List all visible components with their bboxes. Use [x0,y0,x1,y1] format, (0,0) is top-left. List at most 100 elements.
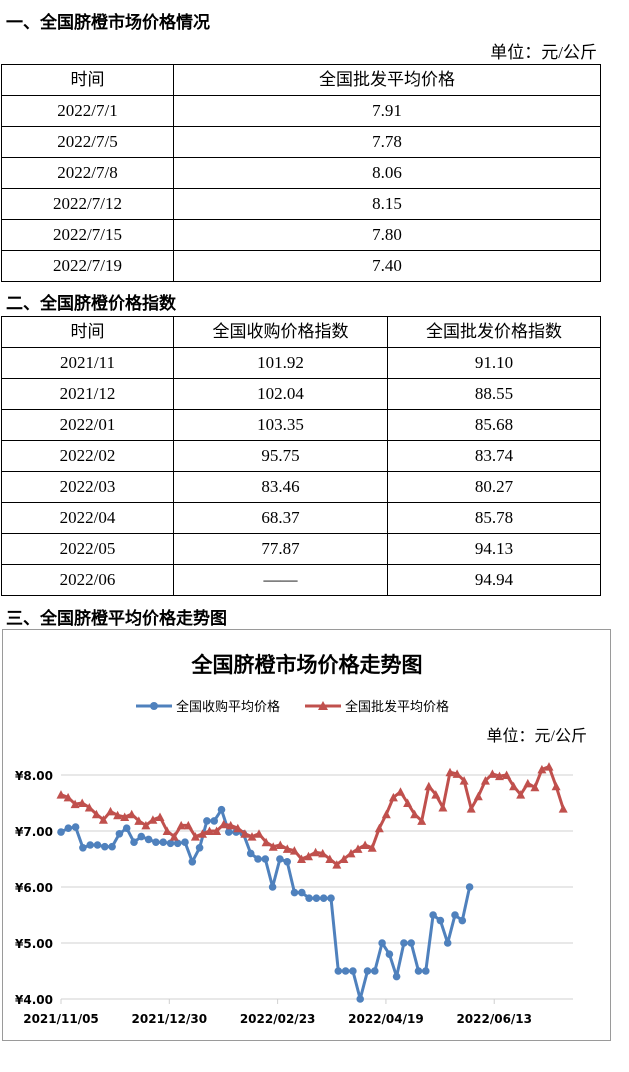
data-point [443,939,452,947]
data-point [495,771,504,781]
data-point [120,812,130,821]
index-table-cell: 94.13 [387,533,601,565]
data-point [71,823,80,831]
index-table-cell: —— [173,564,388,596]
y-tick-label: ¥5.00 [15,937,53,951]
price-table-cell: 2022/7/5 [1,126,174,158]
data-point [190,832,200,841]
data-point [341,967,350,975]
data-point [79,844,87,852]
price-table-cell: 8.06 [173,157,601,189]
data-point [166,839,175,848]
data-point [334,967,343,975]
chart-unit: 单位：元/公斤 [487,727,587,745]
data-point [148,815,158,824]
data-point [459,776,469,785]
data-point [162,826,172,835]
data-point [298,888,306,897]
series-line-buy [60,808,472,1001]
x-axis-labels: 2021/11/05 2021/12/30 2022/02/23 2022/04/19… [23,1012,532,1026]
index-table-cell: 95.75 [173,440,388,472]
index-table-cell: 91.10 [387,347,601,379]
data-point [240,829,250,838]
data-point [325,854,335,863]
data-point [57,828,65,836]
index-table-cell: 80.27 [387,471,601,503]
price-table-cell: 2022/7/15 [1,219,174,251]
data-point [283,858,292,866]
index-table-header-cell: 全国收购价格指数 [173,316,388,348]
data-point [268,842,278,851]
data-point [64,824,73,832]
data-point [122,824,131,832]
data-point [91,809,101,819]
table-row: 2022/03 83.46 80.27 [1,471,601,503]
data-point [268,883,277,891]
data-point [438,803,448,812]
data-point [84,803,94,812]
data-point [502,770,512,779]
price-table-cell: 2022/7/1 [1,95,174,127]
data-point [159,838,167,846]
x-tick-label: 2022/02/23 [240,1012,316,1026]
y-tick-label: ¥4.00 [15,993,53,1007]
y-axis-labels: ¥4.00 ¥5.00 ¥6.00 ¥7.00 ¥8.00 [15,769,53,1007]
data-point [219,819,229,829]
index-table-header-row: 时间 全国收购价格指数 全国批发价格指数 [1,316,601,348]
section3-title: 三、全国脐橙平均价格走势图 [6,609,227,629]
legend-marker [318,701,328,710]
index-table-cell: 2022/01 [1,409,174,441]
price-table-cell: 2022/7/19 [1,250,174,282]
index-table-cell: 83.74 [387,440,601,472]
data-point [225,828,233,836]
chart-legend: 全国收购平均价格 全国批发平均价格 [136,699,449,715]
price-trend-chart: 全国脐橙市场价格走势图 全国收购平均价格 全国批发平均价格 单位：元/公斤 ¥4.… [2,629,611,1041]
x-tick-label: 2021/11/05 [23,1012,99,1026]
legend-label: 全国批发平均价格 [345,699,449,715]
data-point [297,854,306,863]
data-point [400,939,408,947]
data-point [93,841,102,849]
section2-title: 二、全国脐橙价格指数 [6,294,176,314]
price-table: 时间 全国批发平均价格 2022/7/1 7.91 2022/7/5 7.78 2022/7… [1,64,601,282]
data-point [212,826,222,835]
data-point [275,840,285,849]
data-point [353,844,363,853]
price-table-cell: 7.91 [173,95,601,127]
data-point [290,888,299,897]
data-point [374,823,384,833]
data-point [480,776,490,785]
data-point [473,791,483,801]
data-point [392,972,401,981]
table-row: 2022/7/19 7.40 [1,250,601,282]
chart-grid [60,774,573,1004]
data-point [130,838,138,846]
data-point [169,832,179,841]
data-point [254,855,262,863]
table-row: 2022/7/1 7.91 [1,95,601,127]
section1-title: 一、全国脐橙市场价格情况 [6,13,210,33]
index-table-cell: 2022/03 [1,471,174,503]
table-row: 2021/11 101.92 91.10 [1,347,601,379]
data-point [509,781,519,791]
data-point [414,967,423,975]
data-point [339,854,349,863]
data-point [363,967,372,975]
data-point [349,967,357,975]
table-row: 2022/01 103.35 85.68 [1,409,601,441]
data-point [431,790,441,799]
price-table-cell: 7.40 [173,250,601,282]
price-table-cell: 7.80 [173,219,601,251]
data-point [465,883,474,891]
table-row: 2021/12 102.04 88.55 [1,378,601,410]
data-point [523,778,533,788]
index-table-cell: 102.04 [173,378,388,410]
data-point [396,787,405,796]
index-table-cell: 94.94 [387,564,601,596]
data-point [311,847,321,857]
data-point [247,832,257,841]
index-table-cell: 88.55 [387,378,601,410]
data-point [378,939,386,947]
table-row: 2022/05 77.87 94.13 [1,533,601,565]
table-row: 2022/7/15 7.80 [1,219,601,251]
